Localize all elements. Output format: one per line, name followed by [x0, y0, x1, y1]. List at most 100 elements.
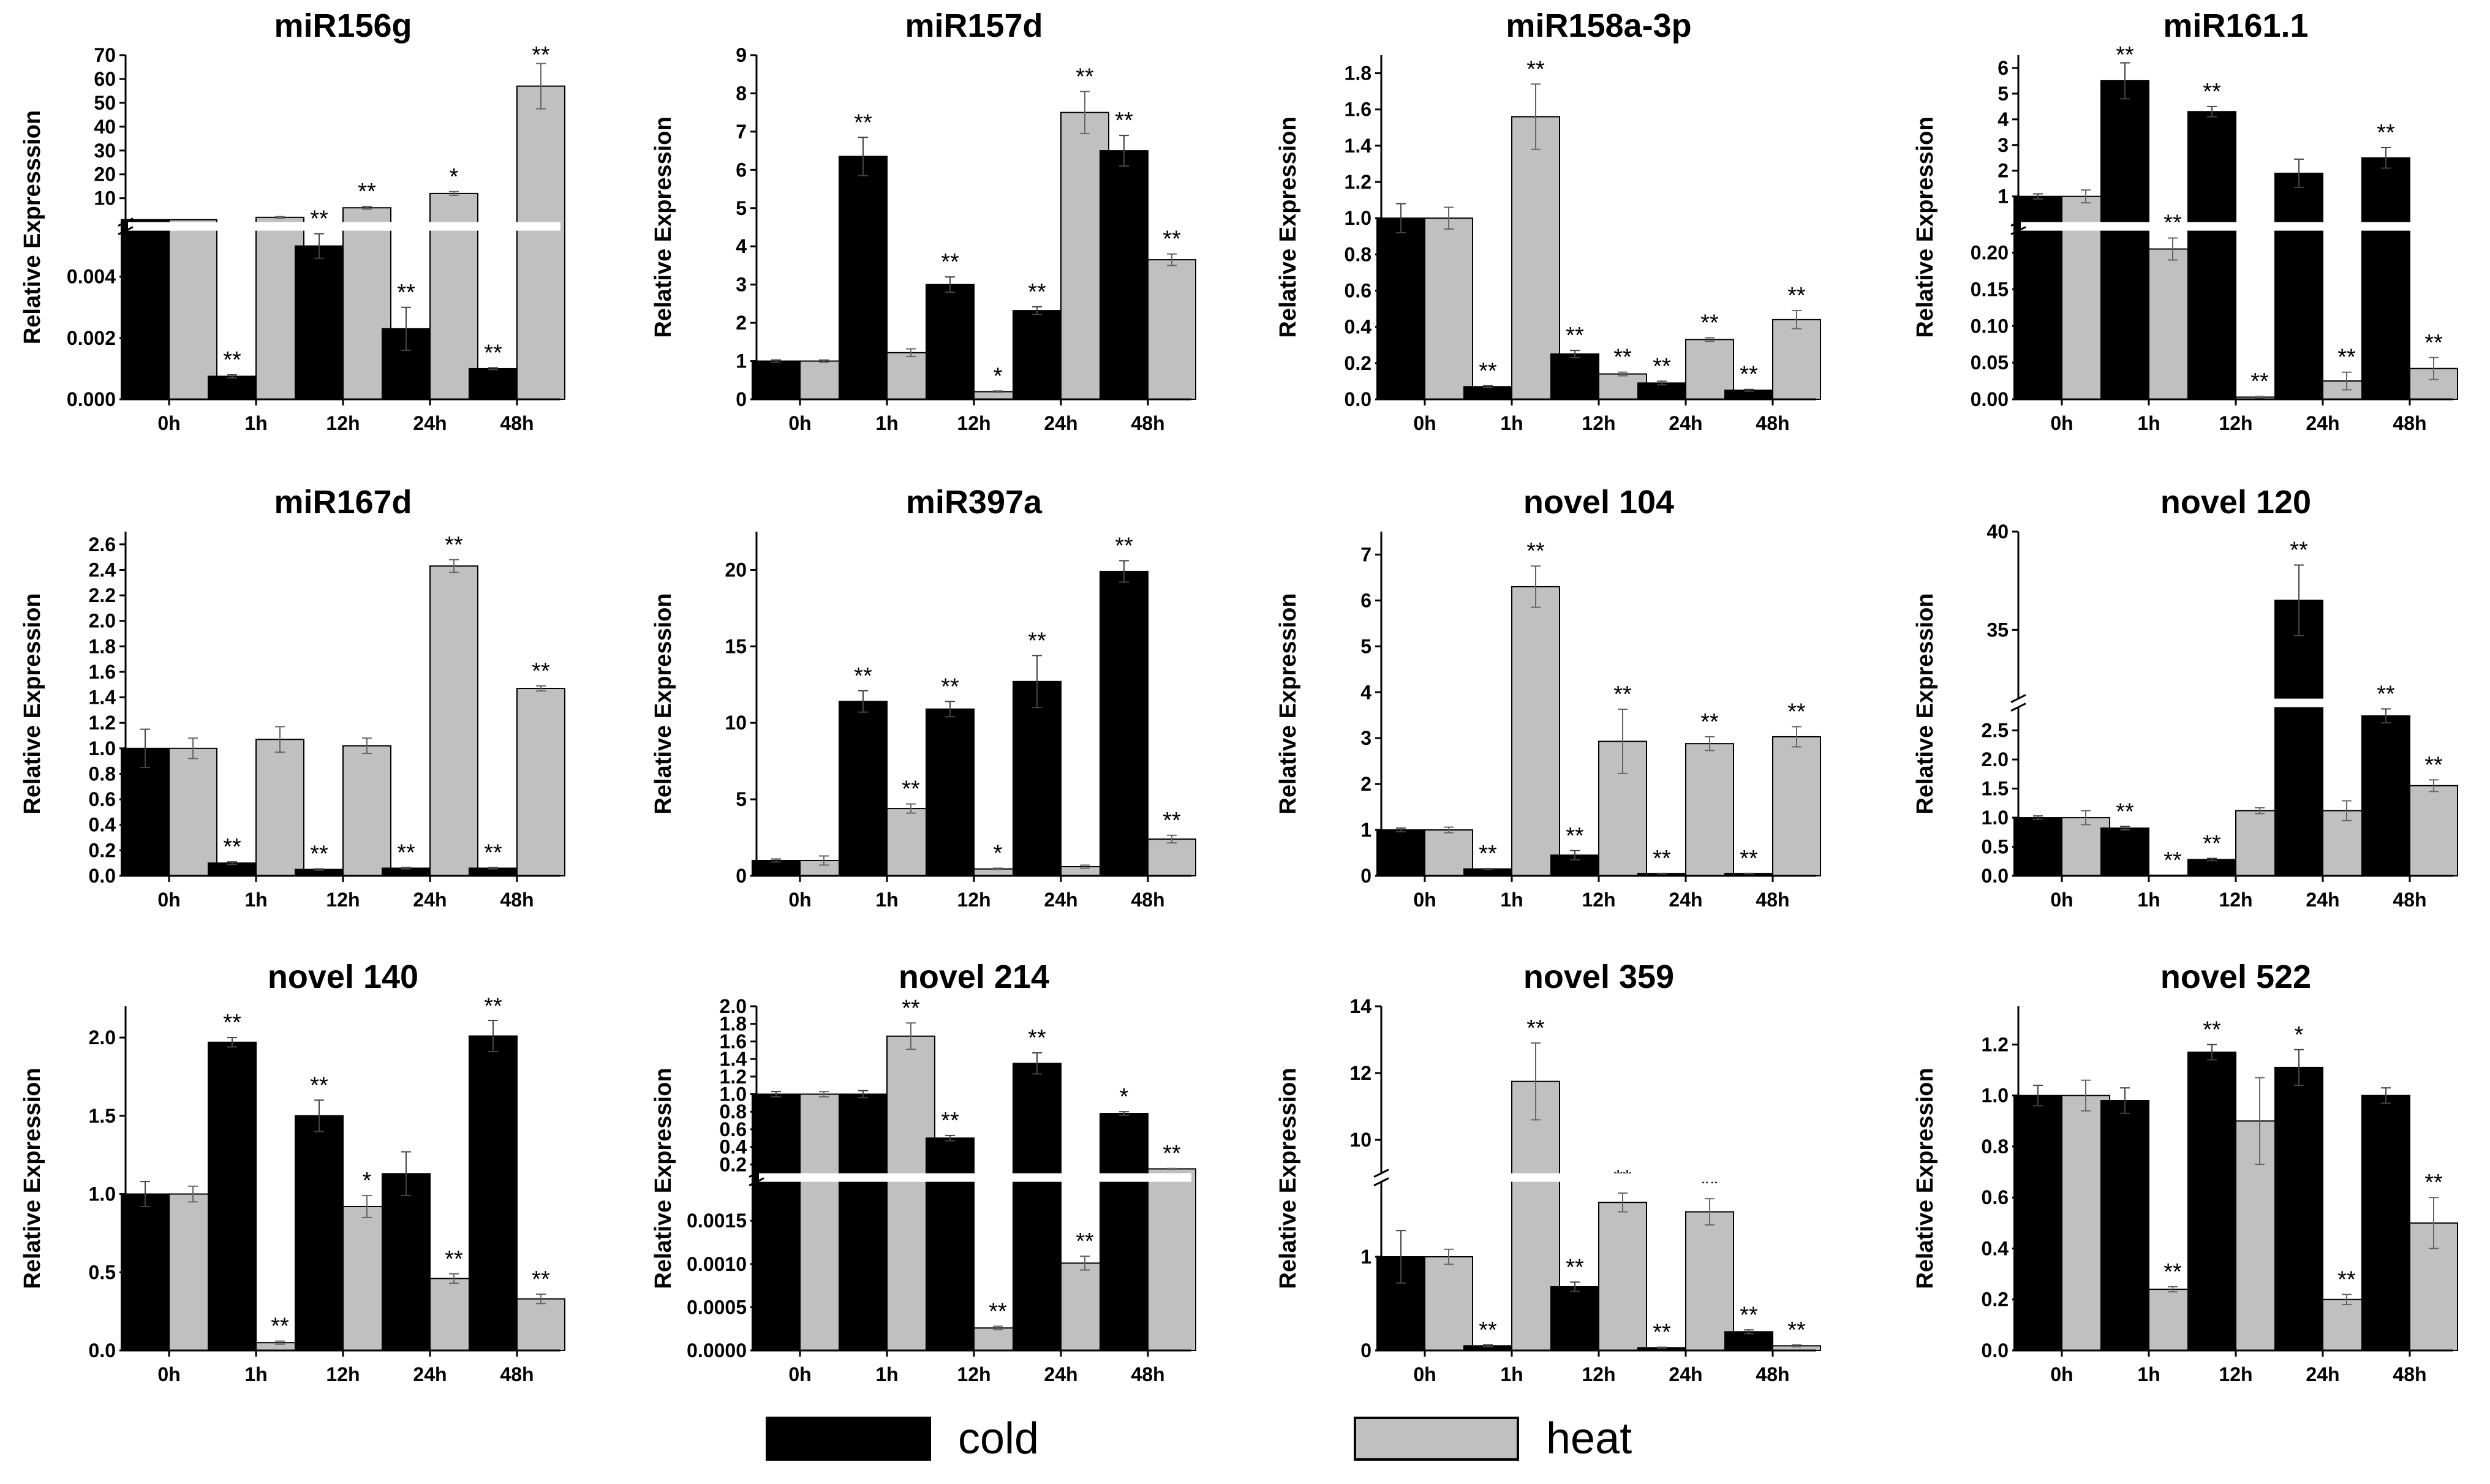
x-tick-label: 48h: [500, 412, 534, 434]
y-tick-label: 0.2: [89, 839, 116, 861]
bar-cold-24h: [1013, 680, 1062, 876]
y-tick-label: 6: [1360, 589, 1371, 611]
y-tick-label: 0: [1360, 1339, 1371, 1362]
panel-title: novel 522: [2160, 959, 2311, 995]
axis-break-band: [2021, 698, 2453, 707]
axis-break-mark: [2010, 702, 2026, 712]
x-tick-label: 48h: [1756, 1363, 1789, 1385]
bar-heat-0h: [168, 219, 217, 400]
bar-cold-0h: [2013, 817, 2062, 876]
x-tick-label: 0h: [2050, 412, 2073, 434]
x-tick-label: 24h: [2306, 889, 2339, 911]
x-tick-label: 1h: [875, 412, 898, 434]
y-axis-label: Relative Expression: [1912, 1068, 1938, 1289]
x-tick-label: 0h: [157, 412, 180, 434]
significance-heat-24h: **: [1700, 709, 1719, 735]
bar-cold-24h: [1637, 382, 1686, 401]
significance-cold-12h: **: [941, 1108, 959, 1134]
axis-break-mark: [1373, 1169, 1389, 1178]
significance-heat-1h: **: [1526, 1015, 1545, 1041]
y-axis-label: Relative Expression: [651, 1068, 676, 1289]
y-tick-label: 0.4: [1982, 1237, 2009, 1259]
x-tick-label: 12h: [957, 889, 990, 911]
y-tick-label: 2.0: [89, 1026, 116, 1049]
y-tick-label: 0.0: [1345, 388, 1371, 410]
x-tick-label: 24h: [413, 889, 447, 911]
y-tick-label: 2: [736, 312, 747, 334]
y-tick-label: 30: [94, 140, 116, 162]
significance-heat-12h: *: [363, 1168, 372, 1194]
bar-cold-12h: [295, 245, 344, 400]
x-tick-label: 48h: [1756, 412, 1789, 434]
x-tick-label: 0h: [2050, 1363, 2073, 1385]
y-tick-label: 10: [94, 187, 116, 209]
y-tick-label: 1.5: [1982, 778, 2009, 800]
x-tick-label: 12h: [957, 1363, 990, 1385]
panel-title: novel 359: [1523, 959, 1674, 995]
y-tick-label: 40: [1986, 521, 2009, 543]
significance-cold-1h: **: [2116, 42, 2134, 68]
bar-cold-1h: [839, 1093, 888, 1352]
x-tick-label: 1h: [244, 1363, 267, 1385]
y-tick-label: 1.5: [89, 1105, 116, 1127]
x-tick-label: 1h: [2137, 1363, 2160, 1385]
y-tick-label: 1.4: [1345, 135, 1372, 157]
significance-heat-1h: **: [1526, 538, 1545, 564]
panel-mir156g: miR156g Relative Expresssion 0h ** 1h ** ** 12h…: [20, 7, 565, 434]
bar-heat-48h: [516, 1298, 565, 1351]
significance-cold-12h: **: [310, 1072, 328, 1098]
y-tick-label: 35: [1986, 619, 2009, 641]
x-tick-label: 0h: [1413, 412, 1436, 434]
significance-heat-24h: **: [1076, 64, 1094, 89]
x-tick-label: 12h: [1582, 1363, 1615, 1385]
significance-cold-48h: **: [484, 340, 502, 366]
x-tick-label: 0h: [2050, 889, 2073, 911]
axis-break-mark: [118, 226, 134, 235]
significance-heat-48h: **: [532, 658, 550, 684]
significance-cold-24h: **: [1653, 846, 1671, 872]
significance-heat-24h: **: [2337, 345, 2356, 371]
y-tick-label: 9: [736, 44, 747, 66]
panel-title: novel 214: [899, 959, 1049, 995]
significance-cold-24h: **: [397, 280, 415, 306]
legend-cold-label: cold: [958, 1414, 1039, 1463]
bar-cold-48h: [469, 1035, 518, 1351]
y-axis-label: Relative Expression: [1912, 116, 1938, 337]
x-tick-label: 1h: [244, 889, 267, 911]
significance-cold-48h: **: [484, 993, 502, 1019]
y-tick-label: 0.2: [1345, 352, 1371, 374]
y-tick-label: 1.4: [720, 1048, 747, 1070]
y-tick-label: 7: [736, 121, 747, 143]
y-tick-label: 1.0: [1345, 207, 1371, 229]
y-tick-label: 1: [736, 350, 747, 372]
x-tick-label: 48h: [500, 889, 534, 911]
y-tick-label: 2.0: [1982, 748, 2009, 770]
significance-heat-48h: **: [2424, 330, 2443, 356]
bar-heat-12h: [1598, 1202, 1647, 1352]
significance-cold-1h: **: [2116, 799, 2134, 824]
panel-mir161.1: miR161.1 Relative Expression 0h ** ** 1h ** ** 1…: [1912, 7, 2458, 434]
significance-cold-24h: **: [1028, 1025, 1046, 1051]
y-tick-label: 0.5: [89, 1261, 116, 1283]
y-axis-label: Relative Expression: [1912, 593, 1938, 814]
bar-heat-24h: [1685, 743, 1734, 877]
bar-cold-12h: [2187, 111, 2236, 400]
significance-cold-48h: **: [2377, 120, 2395, 146]
bar-heat-48h: [1147, 1168, 1196, 1351]
y-axis-label: Relative Expression: [1275, 1068, 1301, 1289]
y-tick-label: 0.0015: [687, 1210, 747, 1232]
x-tick-label: 24h: [1669, 1363, 1702, 1385]
significance-heat-48h: **: [2424, 1170, 2443, 1196]
significance-heat-24h: **: [2337, 1267, 2356, 1292]
y-tick-label: 1.2: [720, 1066, 747, 1088]
y-tick-label: 0.0005: [687, 1296, 747, 1318]
bar-heat-48h: [516, 688, 565, 876]
significance-heat-1h: **: [2164, 1259, 2182, 1285]
significance-heat-48h: **: [1163, 1141, 1181, 1167]
bar-heat-24h: [1685, 1211, 1734, 1351]
significance-cold-12h: **: [941, 249, 959, 275]
y-axis-label: Relative Expression: [1275, 593, 1301, 814]
y-tick-label: 3: [1360, 727, 1371, 749]
y-tick-label: 1.6: [89, 661, 116, 683]
